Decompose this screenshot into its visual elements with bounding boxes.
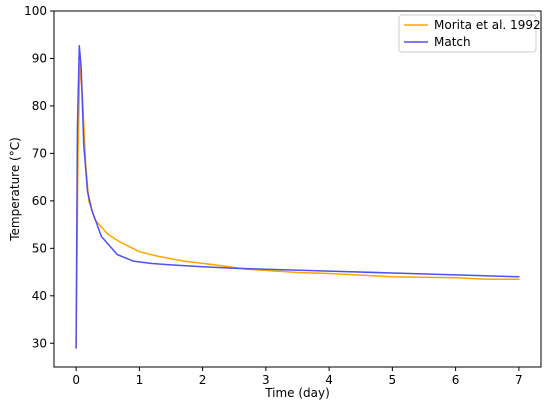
y-axis-label: Temperature (°C) — [8, 137, 22, 242]
x-tick-label: 1 — [136, 373, 144, 387]
y-tick-label: 100 — [24, 4, 47, 18]
x-axis: 0 1 2 3 4 5 6 7 — [72, 367, 523, 387]
y-tick-label: 80 — [32, 99, 47, 113]
x-tick-label: 2 — [199, 373, 207, 387]
x-axis-label: Time (day) — [264, 386, 330, 400]
y-tick-label: 30 — [32, 336, 47, 350]
y-axis: 30 40 50 60 70 80 90 100 — [24, 4, 54, 350]
legend-label-match: Match — [434, 35, 471, 49]
x-tick-label: 5 — [389, 373, 397, 387]
x-tick-label: 0 — [72, 373, 80, 387]
series-layer — [75, 44, 520, 349]
y-tick-label: 70 — [32, 146, 47, 160]
legend-box — [398, 14, 537, 53]
series-line-match — [75, 44, 520, 349]
y-tick-label: 40 — [32, 289, 47, 303]
y-tick-label: 90 — [32, 51, 47, 65]
x-tick-label: 3 — [262, 373, 270, 387]
legend: Morita et al. 1992 Match — [398, 14, 541, 53]
x-tick-label: 6 — [452, 373, 460, 387]
x-tick-label: 4 — [325, 373, 333, 387]
x-tick-label: 7 — [515, 373, 523, 387]
plot-frame — [53, 10, 542, 368]
y-tick-label: 60 — [32, 194, 47, 208]
legend-label-morita: Morita et al. 1992 — [434, 18, 541, 32]
y-tick-label: 50 — [32, 241, 47, 255]
